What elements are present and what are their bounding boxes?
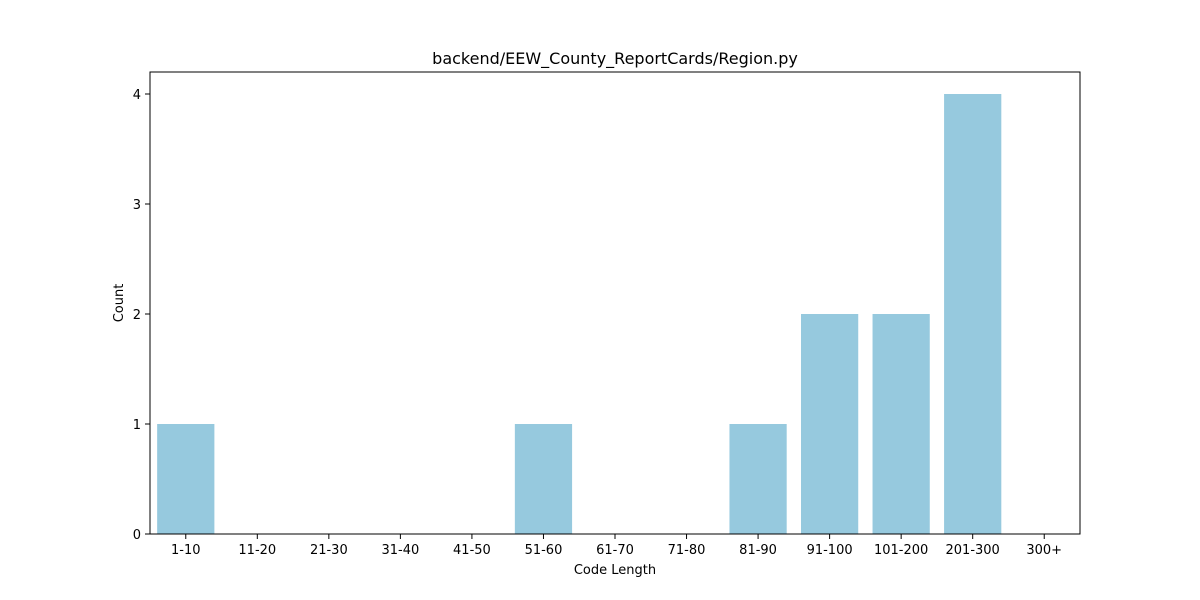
x-tick-label: 81-90 xyxy=(739,543,777,558)
x-tick-label: 31-40 xyxy=(381,543,419,558)
x-tick-label: 201-300 xyxy=(946,543,1000,558)
x-tick-label: 41-50 xyxy=(453,543,491,558)
y-tick-label: 3 xyxy=(133,198,141,213)
x-tick-label: 91-100 xyxy=(807,543,853,558)
bar-101-200 xyxy=(872,314,930,534)
y-tick-label: 1 xyxy=(133,418,141,433)
y-tick-label: 0 xyxy=(133,528,141,543)
bar-201-300 xyxy=(944,94,1002,534)
chart-title: backend/EEW_County_ReportCards/Region.py xyxy=(432,49,798,69)
y-tick-label: 4 xyxy=(133,88,141,103)
x-axis-ticks: 1-10 11-20 21-30 31-40 41-50 51-60 61-70 71-80 8… xyxy=(171,534,1062,558)
x-tick-label: 51-60 xyxy=(525,543,563,558)
bar-91-100 xyxy=(801,314,859,534)
bar-81-90 xyxy=(729,424,787,534)
y-axis-ticks: 0 1 2 3 4 xyxy=(133,88,150,543)
y-tick-label: 2 xyxy=(133,308,141,323)
x-tick-label: 21-30 xyxy=(310,543,348,558)
x-tick-label: 1-10 xyxy=(171,543,201,558)
y-axis-label: Count xyxy=(112,284,127,323)
x-tick-label: 61-70 xyxy=(596,543,634,558)
x-axis-label: Code Length xyxy=(574,563,656,578)
plot-frame xyxy=(149,71,1081,535)
bars-group xyxy=(157,94,1002,534)
x-tick-label: 101-200 xyxy=(874,543,928,558)
x-tick-label: 300+ xyxy=(1026,543,1062,558)
x-tick-label: 71-80 xyxy=(668,543,706,558)
x-tick-label: 11-20 xyxy=(238,543,276,558)
bar-51-60 xyxy=(514,424,573,534)
bar-1-10 xyxy=(157,424,215,534)
